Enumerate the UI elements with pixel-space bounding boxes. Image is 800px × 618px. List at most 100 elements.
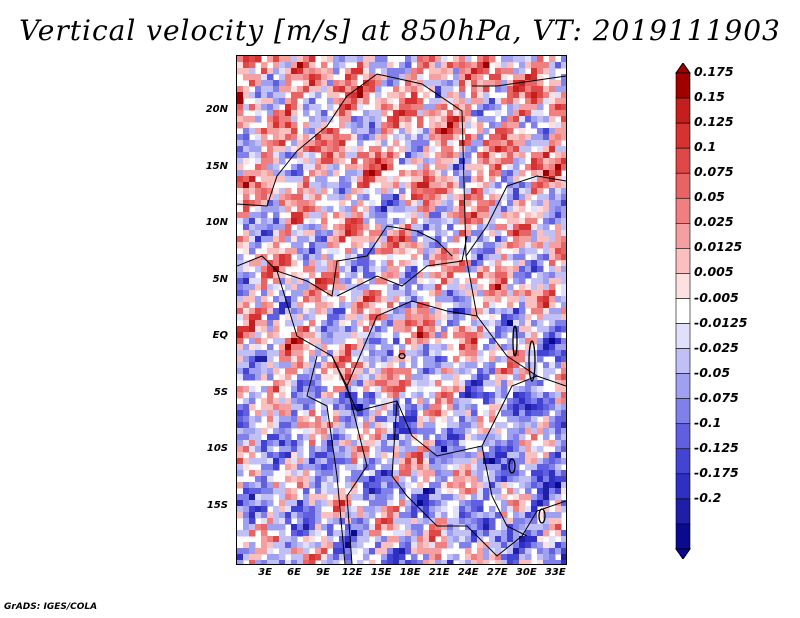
velocity-cell [405, 104, 412, 111]
velocity-cell [369, 176, 376, 183]
velocity-cell [501, 494, 508, 501]
velocity-cell [453, 464, 460, 471]
velocity-cell [333, 212, 340, 219]
velocity-cell [537, 464, 544, 471]
velocity-cell [303, 428, 310, 435]
velocity-cell [429, 332, 436, 339]
velocity-cell [483, 158, 490, 165]
velocity-cell [303, 374, 310, 381]
velocity-cell [267, 230, 274, 237]
velocity-cell [291, 464, 298, 471]
velocity-cell [447, 260, 454, 267]
velocity-cell [327, 290, 334, 297]
velocity-cell [339, 332, 346, 339]
velocity-cell [519, 338, 526, 345]
velocity-cell [513, 314, 520, 321]
velocity-cell [291, 560, 298, 564]
velocity-cell [375, 98, 382, 105]
velocity-cell [465, 230, 472, 237]
colorbar-swatch [675, 172, 691, 199]
velocity-cell [471, 386, 478, 393]
velocity-cell [519, 236, 526, 243]
velocity-cell [333, 68, 340, 75]
velocity-cell [261, 278, 268, 285]
velocity-cell [381, 368, 388, 375]
velocity-cell [393, 122, 400, 129]
velocity-cell [519, 284, 526, 291]
velocity-cell [369, 494, 376, 501]
velocity-cell [441, 266, 448, 273]
velocity-cell [249, 506, 256, 513]
velocity-cell [237, 152, 244, 159]
velocity-cell [507, 404, 514, 411]
velocity-cell [315, 116, 322, 123]
velocity-cell [441, 440, 448, 447]
velocity-cell [315, 332, 322, 339]
velocity-cell [333, 224, 340, 231]
velocity-cell [375, 500, 382, 507]
velocity-cell [303, 380, 310, 387]
velocity-cell [351, 272, 358, 279]
velocity-cell [507, 254, 514, 261]
velocity-cell [315, 458, 322, 465]
velocity-cell [555, 266, 562, 273]
velocity-cell [435, 68, 442, 75]
velocity-cell [351, 404, 358, 411]
velocity-cell [273, 398, 280, 405]
velocity-cell [369, 440, 376, 447]
velocity-cell [375, 110, 382, 117]
velocity-cell [531, 200, 538, 207]
velocity-cell [333, 80, 340, 87]
velocity-cell [429, 290, 436, 297]
velocity-cell [345, 530, 352, 537]
velocity-cell [537, 68, 544, 75]
velocity-cell [243, 266, 250, 273]
velocity-cell [255, 212, 262, 219]
velocity-cell [453, 254, 460, 261]
velocity-cell [483, 86, 490, 93]
velocity-cell [417, 164, 424, 171]
velocity-cell [255, 488, 262, 495]
velocity-cell [489, 158, 496, 165]
velocity-cell [351, 188, 358, 195]
velocity-cell [315, 416, 322, 423]
velocity-cell [543, 236, 550, 243]
velocity-cell [261, 104, 268, 111]
velocity-cell [315, 68, 322, 75]
velocity-cell [411, 410, 418, 417]
velocity-cell [513, 104, 520, 111]
velocity-cell [435, 62, 442, 69]
velocity-cell [279, 308, 286, 315]
velocity-cell [435, 110, 442, 117]
velocity-cell [495, 278, 502, 285]
velocity-cell [561, 560, 566, 564]
velocity-cell [465, 530, 472, 537]
velocity-cell [501, 56, 508, 63]
velocity-cell [291, 92, 298, 99]
velocity-cell [489, 338, 496, 345]
velocity-cell [453, 230, 460, 237]
velocity-cell [303, 362, 310, 369]
velocity-cell [363, 80, 370, 87]
velocity-cell [405, 152, 412, 159]
velocity-cell [321, 374, 328, 381]
velocity-cell [441, 146, 448, 153]
velocity-cell [339, 452, 346, 459]
velocity-cell [495, 146, 502, 153]
velocity-cell [405, 500, 412, 507]
velocity-cell [429, 362, 436, 369]
velocity-cell [249, 212, 256, 219]
velocity-cell [459, 506, 466, 513]
velocity-cell [279, 482, 286, 489]
velocity-cell [351, 296, 358, 303]
velocity-cell [561, 416, 566, 423]
velocity-cell [261, 218, 268, 225]
velocity-cell [333, 518, 340, 525]
velocity-cell [531, 116, 538, 123]
velocity-cell [237, 302, 244, 309]
velocity-cell [483, 524, 490, 531]
velocity-cell [537, 182, 544, 189]
velocity-cell [465, 458, 472, 465]
velocity-cell [285, 536, 292, 543]
velocity-cell [243, 500, 250, 507]
